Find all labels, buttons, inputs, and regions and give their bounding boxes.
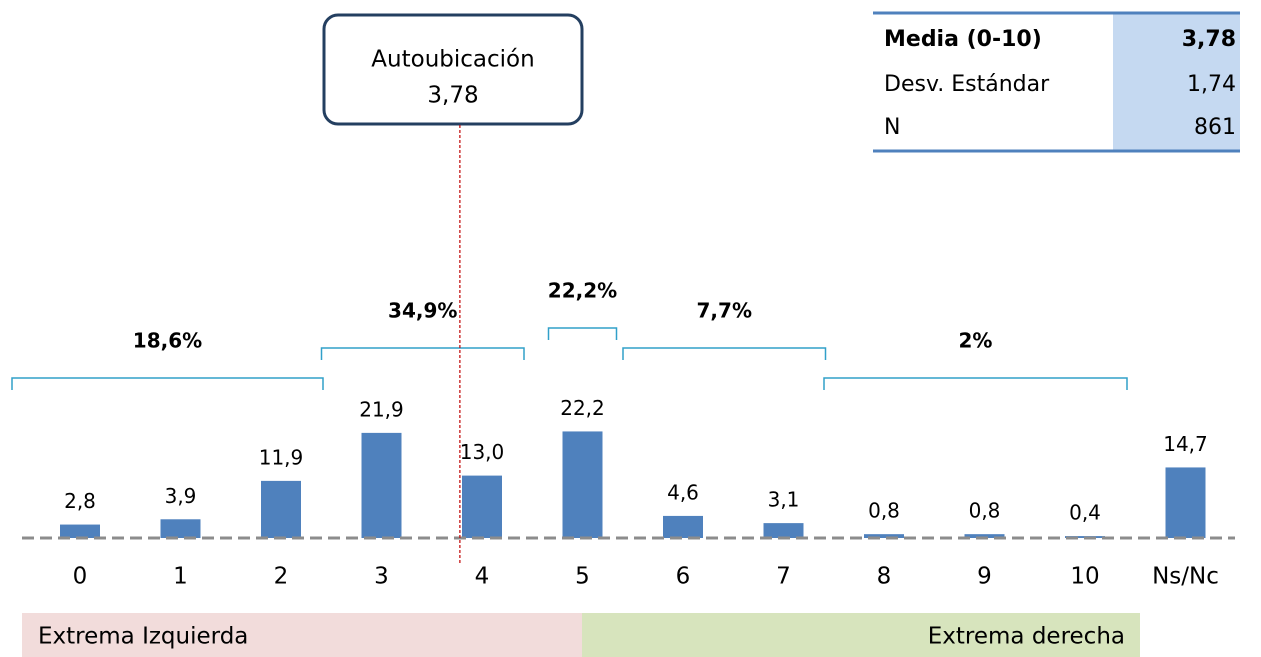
- value-label: 4,6: [667, 480, 699, 504]
- group-bracket: [547, 327, 618, 340]
- bar: [1165, 467, 1206, 538]
- bar: [261, 480, 301, 538]
- value-label: 22,2: [560, 396, 605, 420]
- table-cell: Media (0-10): [884, 27, 1042, 52]
- value-label: 3,9: [165, 484, 197, 508]
- x-tick-label: 10: [1070, 564, 1099, 590]
- left-band-label: Extrema Izquierda: [38, 624, 248, 650]
- x-tick-label: 0: [73, 564, 88, 590]
- bar: [562, 431, 603, 538]
- value-label: 14,7: [1163, 432, 1208, 456]
- bar: [763, 523, 804, 538]
- group-bracket: [320, 347, 525, 360]
- bar: [864, 534, 904, 538]
- value-label: 21,9: [359, 397, 404, 421]
- x-tick-label: 3: [374, 564, 389, 590]
- x-tick-label: 9: [977, 564, 992, 590]
- group-bracket: [823, 377, 1128, 390]
- annotation-value: 3,78: [427, 83, 478, 109]
- group-label: 7,7%: [697, 299, 752, 323]
- right-band-label: Extrema derecha: [928, 624, 1125, 650]
- x-tick-label: 2: [274, 564, 289, 590]
- x-tick-label: 1: [173, 564, 188, 590]
- value-label: 13,0: [460, 440, 505, 464]
- value-label: 0,4: [1069, 501, 1101, 525]
- table-cell: 1,74: [1187, 72, 1236, 97]
- table-cell: Desv. Estándar: [884, 72, 1050, 97]
- annotation-text: Autoubicación: [371, 47, 534, 73]
- x-tick-label: 8: [877, 564, 892, 590]
- left-band: [22, 613, 582, 657]
- x-tick-label: 7: [776, 564, 791, 590]
- x-tick-label: 5: [575, 564, 590, 590]
- annotation-box: [322, 13, 584, 126]
- value-label: 3,1: [768, 488, 800, 512]
- value-label: 11,9: [259, 445, 304, 469]
- value-label: 0,8: [868, 499, 900, 523]
- x-tick-label: Ns/Nc: [1152, 564, 1219, 590]
- x-tick-label: 4: [475, 564, 490, 590]
- right-band: [582, 613, 1140, 657]
- group-label: 2%: [959, 329, 993, 353]
- table-cell: 3,78: [1182, 27, 1236, 52]
- group-label: 22,2%: [548, 279, 617, 303]
- value-label: 0,8: [969, 499, 1001, 523]
- bar: [964, 534, 1005, 538]
- table-highlight: [1113, 12, 1240, 152]
- group-bracket: [11, 377, 324, 390]
- group-label: 34,9%: [388, 299, 457, 323]
- group-bracket: [622, 347, 827, 360]
- bar: [462, 475, 502, 538]
- bar: [663, 515, 703, 538]
- bar: [160, 519, 201, 538]
- table-cell: N: [884, 115, 900, 140]
- bar: [60, 524, 100, 538]
- table-cell: 861: [1194, 115, 1236, 140]
- value-label: 2,8: [64, 489, 96, 513]
- x-tick-label: 6: [676, 564, 691, 590]
- group-label: 18,6%: [133, 329, 202, 353]
- bar: [361, 432, 402, 538]
